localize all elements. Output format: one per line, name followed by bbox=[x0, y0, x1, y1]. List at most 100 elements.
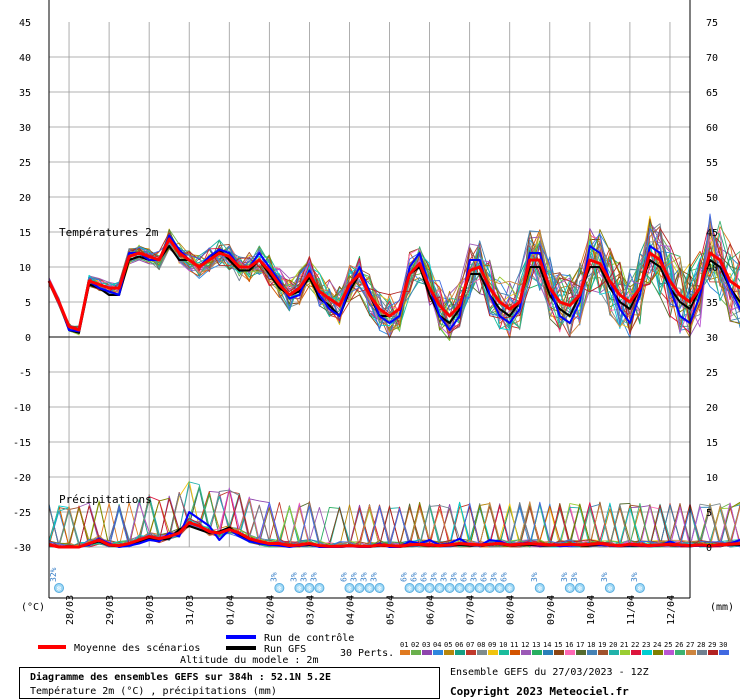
x-tick-label: 10/04 bbox=[586, 595, 597, 625]
y-left-tick: -15 bbox=[13, 438, 31, 449]
snow-probability-label: 3% bbox=[560, 572, 569, 582]
x-tick-label: 01/04 bbox=[225, 595, 236, 625]
chart-frame bbox=[48, 0, 691, 599]
perturbation-number: 09 bbox=[488, 641, 496, 649]
temperature-panel-title: Températures 2m bbox=[59, 226, 159, 239]
perturbation-number: 06 bbox=[455, 641, 463, 649]
ensemble-lines bbox=[47, 213, 740, 549]
perturbation-number: 08 bbox=[477, 641, 485, 649]
snow-probability-label: 3% bbox=[450, 572, 459, 582]
perturbation-color-swatch bbox=[631, 650, 641, 655]
perturbation-number: 21 bbox=[620, 641, 628, 649]
snowflake-icon bbox=[424, 583, 435, 593]
snow-probability-label: 6% bbox=[460, 572, 469, 582]
snow-marker: 3% ❄ bbox=[600, 572, 615, 593]
y-left-tick: 45 bbox=[19, 18, 31, 29]
snowflake-icon bbox=[494, 583, 505, 593]
perturbation-color-swatch bbox=[499, 650, 509, 655]
snow-marker: 3% ❄ bbox=[470, 572, 485, 593]
y-left-tick: 10 bbox=[19, 263, 31, 274]
perturbation-color-swatch bbox=[455, 650, 465, 655]
y-left-tick: 15 bbox=[19, 228, 31, 239]
perturbation-number: 30 bbox=[719, 641, 727, 649]
perturbation-number: 14 bbox=[543, 641, 551, 649]
snow-probability-label: 6% bbox=[339, 572, 348, 582]
snow-probability-label: 32% bbox=[49, 567, 58, 582]
left-unit-label: (°C) bbox=[21, 602, 45, 613]
perturbation-number: 15 bbox=[554, 641, 562, 649]
snowflake-icon bbox=[404, 583, 415, 593]
perturbation-color-swatch bbox=[653, 650, 663, 655]
x-tick-label: 31/03 bbox=[185, 595, 196, 625]
y-right-tick: 45 bbox=[706, 228, 718, 239]
perturbations-label: 30 Perts. bbox=[340, 648, 394, 659]
x-tick-label: 03/04 bbox=[305, 595, 316, 625]
y-right-tick: 30 bbox=[706, 333, 718, 344]
snowflake-icon bbox=[414, 583, 425, 593]
snowflake-glyph: ❄ bbox=[427, 584, 432, 593]
perturbation-number: 29 bbox=[708, 641, 716, 649]
snow-probability-label: 3% bbox=[630, 572, 639, 582]
snow-probability-label: 3% bbox=[430, 572, 439, 582]
snow-marker: 3% ❄ bbox=[570, 572, 585, 593]
temperature-series-line bbox=[47, 237, 740, 332]
snow-marker: 3% ❄ bbox=[560, 572, 575, 593]
perturbation-number: 22 bbox=[631, 641, 639, 649]
x-tick-label: 04/04 bbox=[345, 595, 356, 625]
altitude-label: Altitude du modele : 2m bbox=[180, 655, 318, 666]
y-right-tick: 35 bbox=[706, 298, 718, 309]
snow-marker: 6% ❄ bbox=[480, 572, 495, 593]
snowflake-glyph: ❄ bbox=[57, 584, 62, 593]
perturbation-number: 23 bbox=[642, 641, 650, 649]
snowflake-glyph: ❄ bbox=[437, 584, 442, 593]
snowflake-icon bbox=[294, 583, 305, 593]
snow-marker: 3% ❄ bbox=[490, 572, 505, 593]
precipitation-perturbation-line bbox=[49, 486, 740, 548]
perturbation-color-swatch bbox=[686, 650, 696, 655]
temperature-perturbation-line bbox=[48, 213, 740, 330]
perturbation-number: 27 bbox=[686, 641, 694, 649]
snow-marker: 3% ❄ bbox=[299, 572, 315, 593]
perturbation-color-swatch bbox=[411, 650, 421, 655]
perturbation-color-swatch bbox=[543, 650, 553, 655]
perturbation-color-swatch bbox=[587, 650, 597, 655]
temperature-perturbation-line bbox=[48, 230, 740, 335]
precipitation-panel-title: Précipitations bbox=[59, 493, 152, 506]
perturbation-number: 13 bbox=[532, 641, 540, 649]
perturbation-color-swatch bbox=[521, 650, 531, 655]
snowflake-glyph: ❄ bbox=[407, 584, 412, 593]
snow-marker: 3% ❄ bbox=[269, 572, 285, 593]
y-left-tick: 25 bbox=[19, 158, 31, 169]
x-tick-label: 29/03 bbox=[105, 595, 116, 625]
perturbation-number: 07 bbox=[466, 641, 474, 649]
perturbation-number: 04 bbox=[433, 641, 441, 649]
snowflake-icon bbox=[604, 583, 615, 593]
snowflake-icon bbox=[344, 583, 355, 593]
perturbation-number: 02 bbox=[411, 641, 419, 649]
perturbation-color-swatch bbox=[433, 650, 443, 655]
footer-subtitle: Température 2m (°C) , précipitations (mm… bbox=[30, 685, 277, 697]
legend-mean-label: Moyenne des scénarios bbox=[74, 642, 200, 654]
snowflake-glyph: ❄ bbox=[457, 584, 462, 593]
y-left-tick: -20 bbox=[13, 473, 31, 484]
perturbation-color-swatch bbox=[488, 650, 498, 655]
perturbation-color-swatch bbox=[609, 650, 619, 655]
perturbation-number: 12 bbox=[521, 641, 529, 649]
precipitation-series-line bbox=[48, 511, 740, 548]
perturbation-color-swatch bbox=[708, 650, 718, 655]
perturbation-color-swatch bbox=[422, 650, 432, 655]
snow-marker: 3% ❄ bbox=[630, 572, 645, 593]
snow-probability-label: 3% bbox=[490, 572, 499, 582]
snowflake-icon bbox=[484, 583, 495, 593]
snowflake-icon bbox=[444, 583, 455, 593]
perturbation-number: 26 bbox=[675, 641, 683, 649]
snow-probability-label: 3% bbox=[299, 572, 308, 582]
snow-marker: 6% ❄ bbox=[400, 572, 415, 593]
x-tick-label: 08/04 bbox=[506, 595, 517, 625]
perturbation-color-swatch bbox=[664, 650, 674, 655]
x-tick-label: 09/04 bbox=[546, 595, 557, 625]
y-left-tick: 20 bbox=[19, 193, 31, 204]
legend: Moyenne des scénarios Run de contrôle Ru… bbox=[38, 632, 729, 666]
y-left-tick: 0 bbox=[25, 333, 31, 344]
